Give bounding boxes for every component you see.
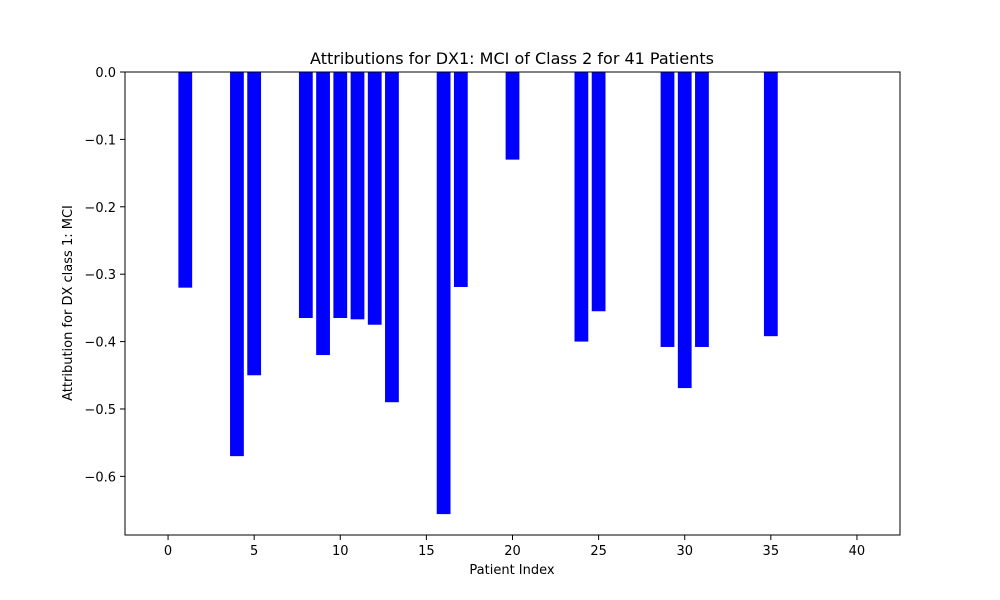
chart-title: Attributions for DX1: MCI of Class 2 for…	[310, 49, 714, 68]
bars-group	[178, 72, 778, 515]
x-tick-label: 25	[590, 544, 607, 559]
bar	[333, 72, 348, 318]
bar	[298, 72, 313, 318]
y-axis-label: Attribution for DX class 1: MCI	[61, 205, 76, 401]
x-tick-label: 30	[676, 544, 693, 559]
y-tick-label: −0.5	[84, 403, 116, 418]
x-tick-label: 10	[332, 544, 349, 559]
y-tick-label: −0.6	[84, 470, 116, 485]
y-tick-label: −0.2	[84, 201, 116, 216]
bar	[591, 72, 606, 312]
bar	[230, 72, 244, 457]
bar	[660, 72, 675, 347]
bar	[350, 72, 365, 320]
y-tick-label: 0.0	[95, 66, 116, 81]
x-tick-label: 5	[250, 544, 258, 559]
bar	[178, 72, 193, 288]
x-tick-label: 40	[849, 544, 866, 559]
bar	[367, 72, 382, 325]
bar	[763, 72, 778, 337]
bar	[385, 72, 399, 403]
x-tick-label: 35	[763, 544, 780, 559]
bar	[574, 72, 589, 342]
bar	[505, 72, 520, 160]
y-tick-label: −0.3	[84, 268, 116, 283]
y-ticks-group: 0.0 −0.1 −0.2 −0.3 −0.4 −0.5 −0.6	[84, 66, 125, 485]
bar	[677, 72, 692, 389]
bar	[436, 72, 451, 515]
y-tick-label: −0.4	[84, 336, 116, 351]
x-tick-label: 0	[164, 544, 172, 559]
x-tick-label: 20	[504, 544, 521, 559]
x-ticks-group: 0 5 10 15 20 25 30 35 40	[164, 535, 865, 559]
bar	[695, 72, 709, 347]
y-tick-label: −0.1	[84, 133, 116, 148]
x-tick-label: 15	[418, 544, 435, 559]
bar	[247, 72, 262, 376]
bar	[453, 72, 468, 287]
x-axis-label: Patient Index	[469, 563, 554, 578]
bar	[316, 72, 330, 356]
